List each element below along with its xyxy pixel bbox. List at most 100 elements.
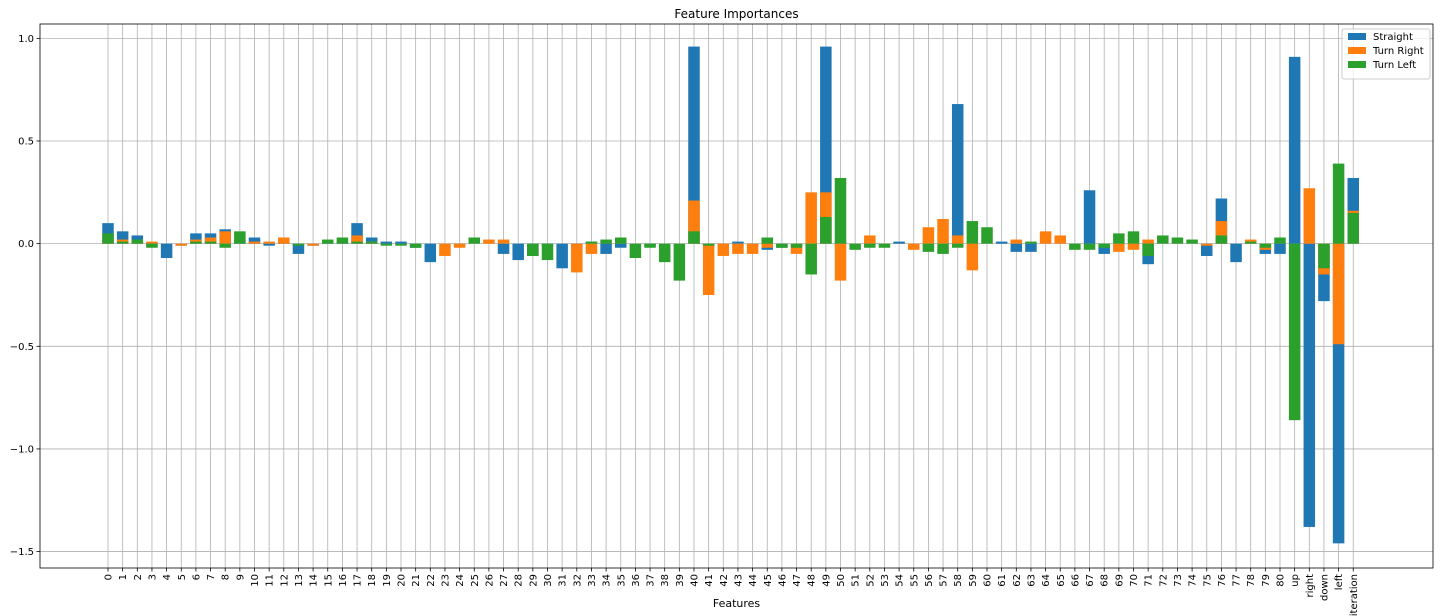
x-tick-label: 49 [821, 574, 832, 587]
bar-turn-right [1215, 221, 1228, 244]
x-tick-label: 31 [558, 574, 569, 587]
bar-turn-left [981, 227, 993, 244]
bar-straight [1303, 243, 1316, 527]
bar-turn-right [746, 243, 759, 254]
chart-title: Feature Importances [674, 7, 798, 21]
bar-turn-right [1201, 243, 1213, 246]
bar-turn-left [878, 243, 891, 248]
x-tick-label: 58 [953, 574, 964, 587]
x-tick-label: 54 [895, 574, 906, 587]
bar-turn-left [234, 231, 246, 244]
bar-turn-right [717, 243, 730, 256]
x-tick-label: 9 [235, 574, 246, 580]
bar-turn-right [278, 237, 290, 244]
bar-straight [1083, 190, 1096, 244]
bar-turn-left [658, 243, 671, 263]
x-tick-label: 65 [1056, 574, 1067, 587]
x-tick-label: 35 [616, 574, 627, 587]
plot-frame [39, 23, 1434, 569]
legend: Straight Turn Right Turn Left [1341, 28, 1431, 80]
x-tick-label: 1 [118, 574, 129, 580]
bar-turn-left [702, 243, 715, 246]
x-tick-label: 69 [1114, 574, 1125, 587]
bar-straight [1025, 243, 1037, 252]
bar-straight [820, 46, 832, 244]
x-tick-label: 37 [646, 574, 657, 587]
bar-straight [248, 237, 261, 244]
x-tick-label: 57 [939, 574, 950, 587]
x-tick-label: iteration [1349, 574, 1360, 616]
bar-turn-right [585, 243, 598, 254]
bar-turn-left [468, 237, 480, 244]
x-tick-label: down [1319, 574, 1330, 601]
x-tick-label: 79 [1261, 574, 1272, 587]
bars [102, 46, 1359, 544]
bar-straight [497, 243, 510, 254]
bar-turn-left [1332, 163, 1345, 244]
x-tick-label: 41 [704, 574, 715, 587]
bar-straight [1098, 243, 1110, 254]
bar-turn-right [571, 243, 583, 273]
bar-turn-right [834, 243, 847, 281]
bar-turn-right [1303, 188, 1316, 244]
bar-turn-left [849, 243, 861, 250]
bar-straight [556, 243, 568, 269]
bar-straight [1288, 56, 1301, 244]
bar-turn-right [937, 219, 949, 244]
x-tick-label: 46 [777, 574, 788, 587]
bar-turn-left [204, 241, 217, 244]
bar-turn-left [805, 243, 817, 275]
x-tick-label: 64 [1041, 574, 1052, 587]
x-tick-label: 80 [1276, 574, 1287, 587]
x-tick-label: 5 [177, 574, 188, 580]
bar-straight [1010, 243, 1023, 252]
bar-turn-right [908, 243, 920, 250]
x-tick-label: 56 [924, 574, 935, 587]
x-tick-label: 73 [1173, 574, 1184, 587]
x-tick-label: 0 [104, 574, 115, 580]
legend-swatch-turn-right [1348, 47, 1366, 54]
bar-turn-left [1157, 235, 1169, 244]
y-tick-label: −0.5 [10, 342, 34, 353]
x-tick-label: 38 [660, 574, 671, 587]
bar-straight [732, 241, 744, 244]
bar-turn-left [600, 239, 612, 244]
x-tick-label: 43 [733, 574, 744, 587]
bar-straight [1230, 243, 1242, 263]
bar-turn-right [483, 239, 495, 244]
x-tick-label: 7 [206, 574, 217, 580]
bar-turn-right [453, 243, 466, 248]
bar-straight [351, 223, 363, 244]
bar-turn-right [951, 235, 964, 244]
x-tick-label: 61 [997, 574, 1008, 587]
y-tick-label: 0.0 [18, 239, 34, 250]
bar-straight [512, 243, 524, 261]
bar-turn-left [116, 241, 129, 244]
bar-turn-right [1142, 239, 1154, 244]
bar-turn-left [585, 241, 598, 244]
bar-turn-left [951, 243, 964, 248]
bar-turn-left [219, 243, 231, 248]
x-tick-label: 78 [1246, 574, 1257, 587]
x-tick-label: 15 [323, 574, 334, 587]
x-tick-label: 75 [1202, 574, 1213, 587]
bar-turn-right [922, 227, 935, 244]
x-tick-label: 77 [1232, 574, 1243, 587]
bar-straight [1201, 243, 1213, 256]
x-tick-label: 44 [748, 574, 759, 587]
legend-swatch-straight [1348, 33, 1366, 40]
bar-straight [995, 241, 1008, 244]
x-tick-label: 39 [675, 574, 686, 587]
bar-turn-left [527, 243, 539, 256]
bar-turn-left [688, 231, 700, 244]
x-tick-label: 36 [631, 574, 642, 587]
x-tick-label: 51 [851, 574, 862, 587]
bar-turn-left [820, 216, 832, 244]
y-tick-label: 1.0 [18, 34, 34, 45]
bar-turn-left [380, 243, 393, 246]
x-tick-label: right [1305, 574, 1316, 598]
x-tick-label: 53 [880, 574, 891, 587]
x-tick-label: 4 [162, 574, 173, 580]
bar-straight [160, 243, 173, 259]
